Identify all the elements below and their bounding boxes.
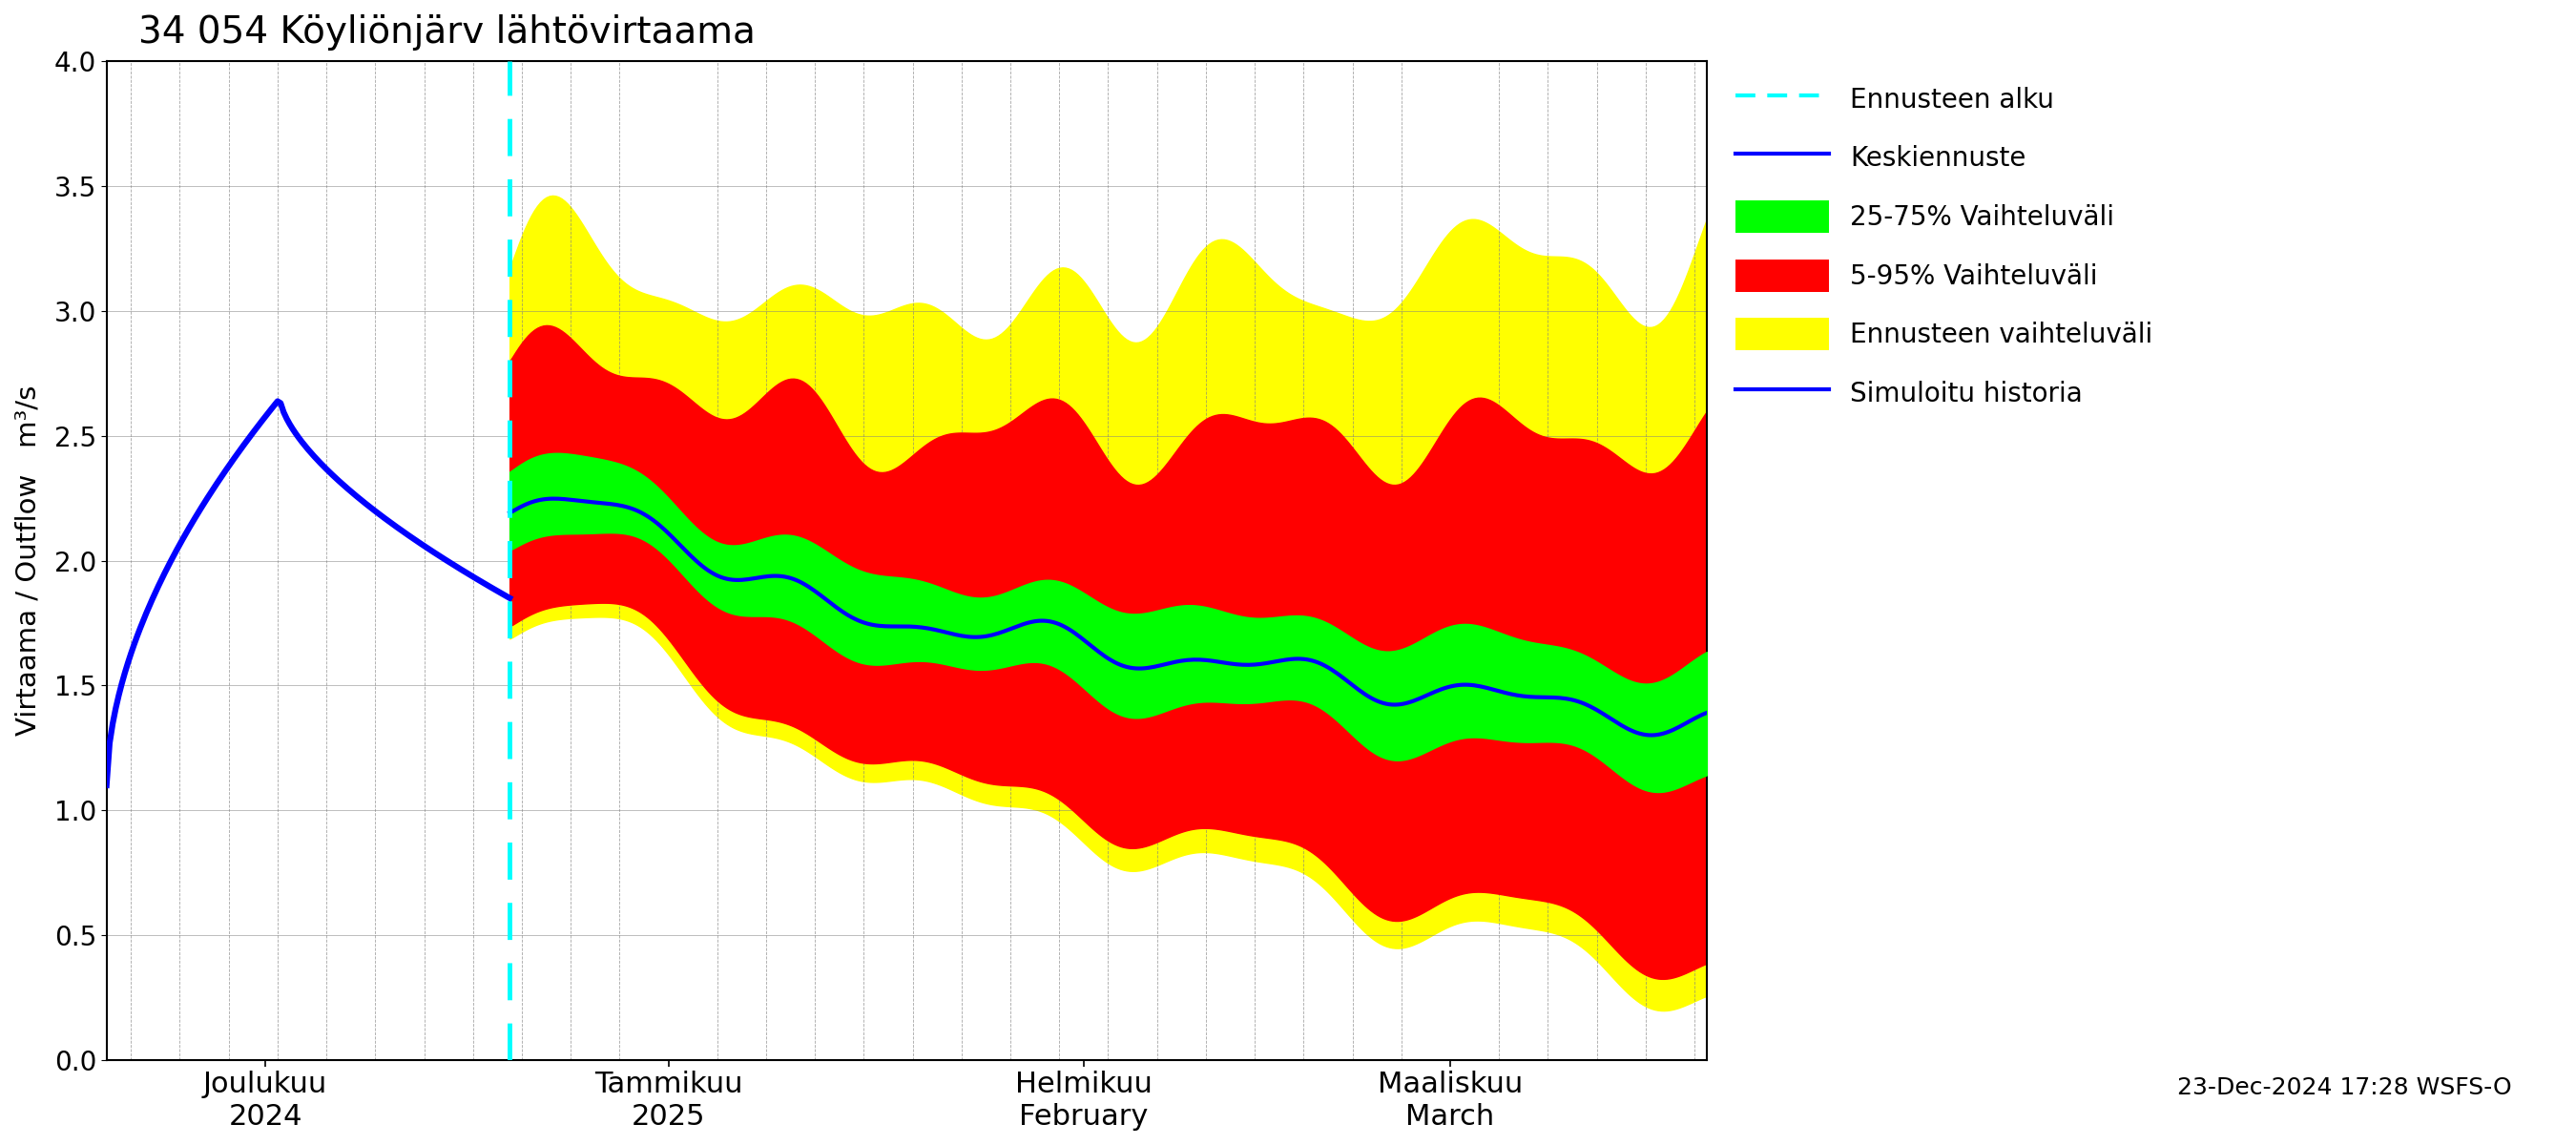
Legend: Ennusteen alku, Keskiennuste, 25-75% Vaihteluväli, 5-95% Vaihteluväli, Ennusteen: Ennusteen alku, Keskiennuste, 25-75% Vai… bbox=[1728, 74, 2161, 417]
Text: 34 054 Köyliönjärv lähtövirtaama: 34 054 Köyliönjärv lähtövirtaama bbox=[139, 14, 755, 50]
Y-axis label: Virtaama / Outflow   m³/s: Virtaama / Outflow m³/s bbox=[15, 386, 41, 736]
Text: 23-Dec-2024 17:28 WSFS-O: 23-Dec-2024 17:28 WSFS-O bbox=[2177, 1076, 2512, 1099]
